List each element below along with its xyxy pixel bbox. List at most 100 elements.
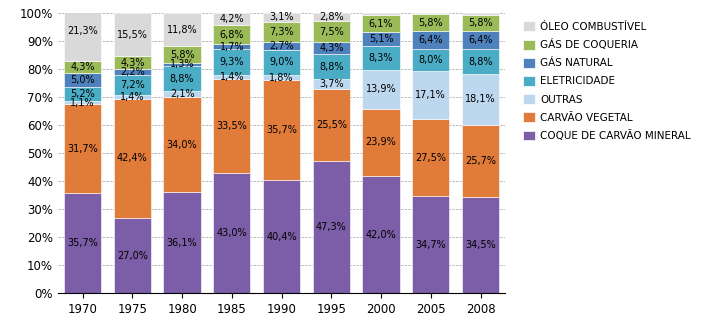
Text: 8,3%: 8,3% [369, 53, 393, 63]
Text: 1,4%: 1,4% [219, 72, 244, 82]
Text: 4,3%: 4,3% [70, 62, 95, 72]
Bar [412, 13, 449, 14]
Bar [362, 46, 400, 70]
Text: 5,8%: 5,8% [469, 18, 493, 28]
Text: 8,8%: 8,8% [170, 74, 194, 84]
Bar [263, 22, 300, 42]
Text: 35,7%: 35,7% [266, 125, 297, 135]
Bar [163, 63, 201, 66]
Text: 13,9%: 13,9% [366, 84, 396, 94]
Legend: ÓLEO COMBUSTÍVEL, GÁS DE COQUERIA, GÁS NATURAL, ELETRICIDADE, OUTRAS, CARVÃO VEG: ÓLEO COMBUSTÍVEL, GÁS DE COQUERIA, GÁS N… [520, 18, 694, 144]
Bar [462, 31, 499, 49]
Bar [163, 91, 201, 97]
Bar [263, 50, 300, 75]
Bar [263, 80, 300, 180]
Text: 5,1%: 5,1% [369, 34, 393, 44]
Text: 1,4%: 1,4% [120, 92, 144, 102]
Bar [113, 99, 151, 218]
Bar [362, 70, 400, 109]
Text: 36,1%: 36,1% [167, 238, 197, 248]
Text: 7,5%: 7,5% [319, 27, 344, 37]
Text: 15,5%: 15,5% [117, 30, 148, 40]
Bar [412, 31, 449, 49]
Bar [163, 66, 201, 91]
Bar [213, 79, 251, 173]
Bar [362, 109, 400, 176]
Bar [462, 13, 499, 15]
Bar [263, 180, 300, 293]
Text: 5,0%: 5,0% [70, 75, 95, 85]
Bar [412, 119, 449, 196]
Text: 11,8%: 11,8% [167, 25, 197, 35]
Bar [64, 193, 101, 293]
Text: 35,7%: 35,7% [67, 238, 98, 248]
Text: 8,8%: 8,8% [319, 62, 344, 72]
Bar [412, 14, 449, 31]
Bar [163, 97, 201, 192]
Bar [462, 197, 499, 293]
Bar [113, 13, 151, 56]
Bar [64, 73, 101, 87]
Text: 17,1%: 17,1% [415, 90, 446, 100]
Bar [412, 49, 449, 71]
Bar [412, 196, 449, 293]
Text: 6,4%: 6,4% [419, 35, 443, 45]
Bar [163, 13, 201, 46]
Text: 7,2%: 7,2% [120, 80, 144, 90]
Text: 2,7%: 2,7% [269, 41, 294, 51]
Bar [313, 54, 350, 79]
Bar [462, 49, 499, 74]
Text: 6,1%: 6,1% [369, 19, 393, 29]
Bar [213, 173, 251, 293]
Bar [113, 75, 151, 95]
Text: 27,0%: 27,0% [117, 251, 148, 260]
Text: 4,3%: 4,3% [120, 57, 144, 67]
Bar [412, 71, 449, 119]
Bar [113, 68, 151, 75]
Bar [362, 13, 400, 15]
Text: 47,3%: 47,3% [316, 222, 347, 232]
Text: 5,8%: 5,8% [419, 18, 443, 28]
Text: 42,4%: 42,4% [117, 153, 148, 163]
Bar [213, 49, 251, 75]
Bar [64, 87, 101, 101]
Text: 25,5%: 25,5% [316, 120, 347, 130]
Bar [462, 125, 499, 197]
Text: 1,3%: 1,3% [170, 59, 194, 69]
Bar [362, 176, 400, 293]
Bar [113, 218, 151, 293]
Text: 43,0%: 43,0% [217, 228, 247, 238]
Text: 8,8%: 8,8% [469, 56, 493, 67]
Text: 5,8%: 5,8% [170, 50, 194, 60]
Text: 9,3%: 9,3% [219, 57, 244, 67]
Bar [163, 192, 201, 293]
Bar [313, 161, 350, 293]
Text: 8,0%: 8,0% [419, 55, 443, 65]
Text: 34,5%: 34,5% [465, 240, 496, 250]
Bar [313, 21, 350, 42]
Text: 21,3%: 21,3% [67, 26, 98, 36]
Text: 1,1%: 1,1% [70, 98, 95, 108]
Bar [263, 75, 300, 80]
Text: 7,3%: 7,3% [269, 27, 294, 37]
Text: 23,9%: 23,9% [365, 137, 396, 147]
Bar [113, 56, 151, 68]
Bar [213, 25, 251, 44]
Bar [213, 13, 251, 25]
Bar [213, 75, 251, 79]
Bar [362, 15, 400, 32]
Text: 27,5%: 27,5% [415, 153, 446, 163]
Text: 18,1%: 18,1% [465, 94, 496, 104]
Bar [64, 101, 101, 104]
Bar [64, 1, 101, 61]
Bar [263, 42, 300, 50]
Text: 5,2%: 5,2% [70, 89, 95, 99]
Text: 2,2%: 2,2% [120, 67, 144, 77]
Text: 2,8%: 2,8% [319, 12, 344, 22]
Text: 33,5%: 33,5% [217, 121, 247, 131]
Bar [313, 42, 350, 54]
Text: 31,7%: 31,7% [67, 144, 98, 154]
Bar [113, 95, 151, 99]
Text: 3,7%: 3,7% [319, 79, 344, 89]
Bar [263, 13, 300, 22]
